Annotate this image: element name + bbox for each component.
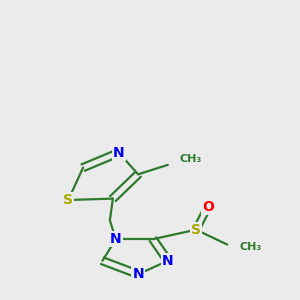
Text: S: S xyxy=(63,193,73,207)
Text: N: N xyxy=(162,254,174,268)
Text: CH₃: CH₃ xyxy=(239,242,261,252)
Text: N: N xyxy=(113,146,124,160)
Text: CH₃: CH₃ xyxy=(180,154,202,164)
Text: N: N xyxy=(110,232,122,246)
Text: O: O xyxy=(202,200,214,214)
Text: S: S xyxy=(191,223,201,237)
Text: N: N xyxy=(132,267,144,281)
